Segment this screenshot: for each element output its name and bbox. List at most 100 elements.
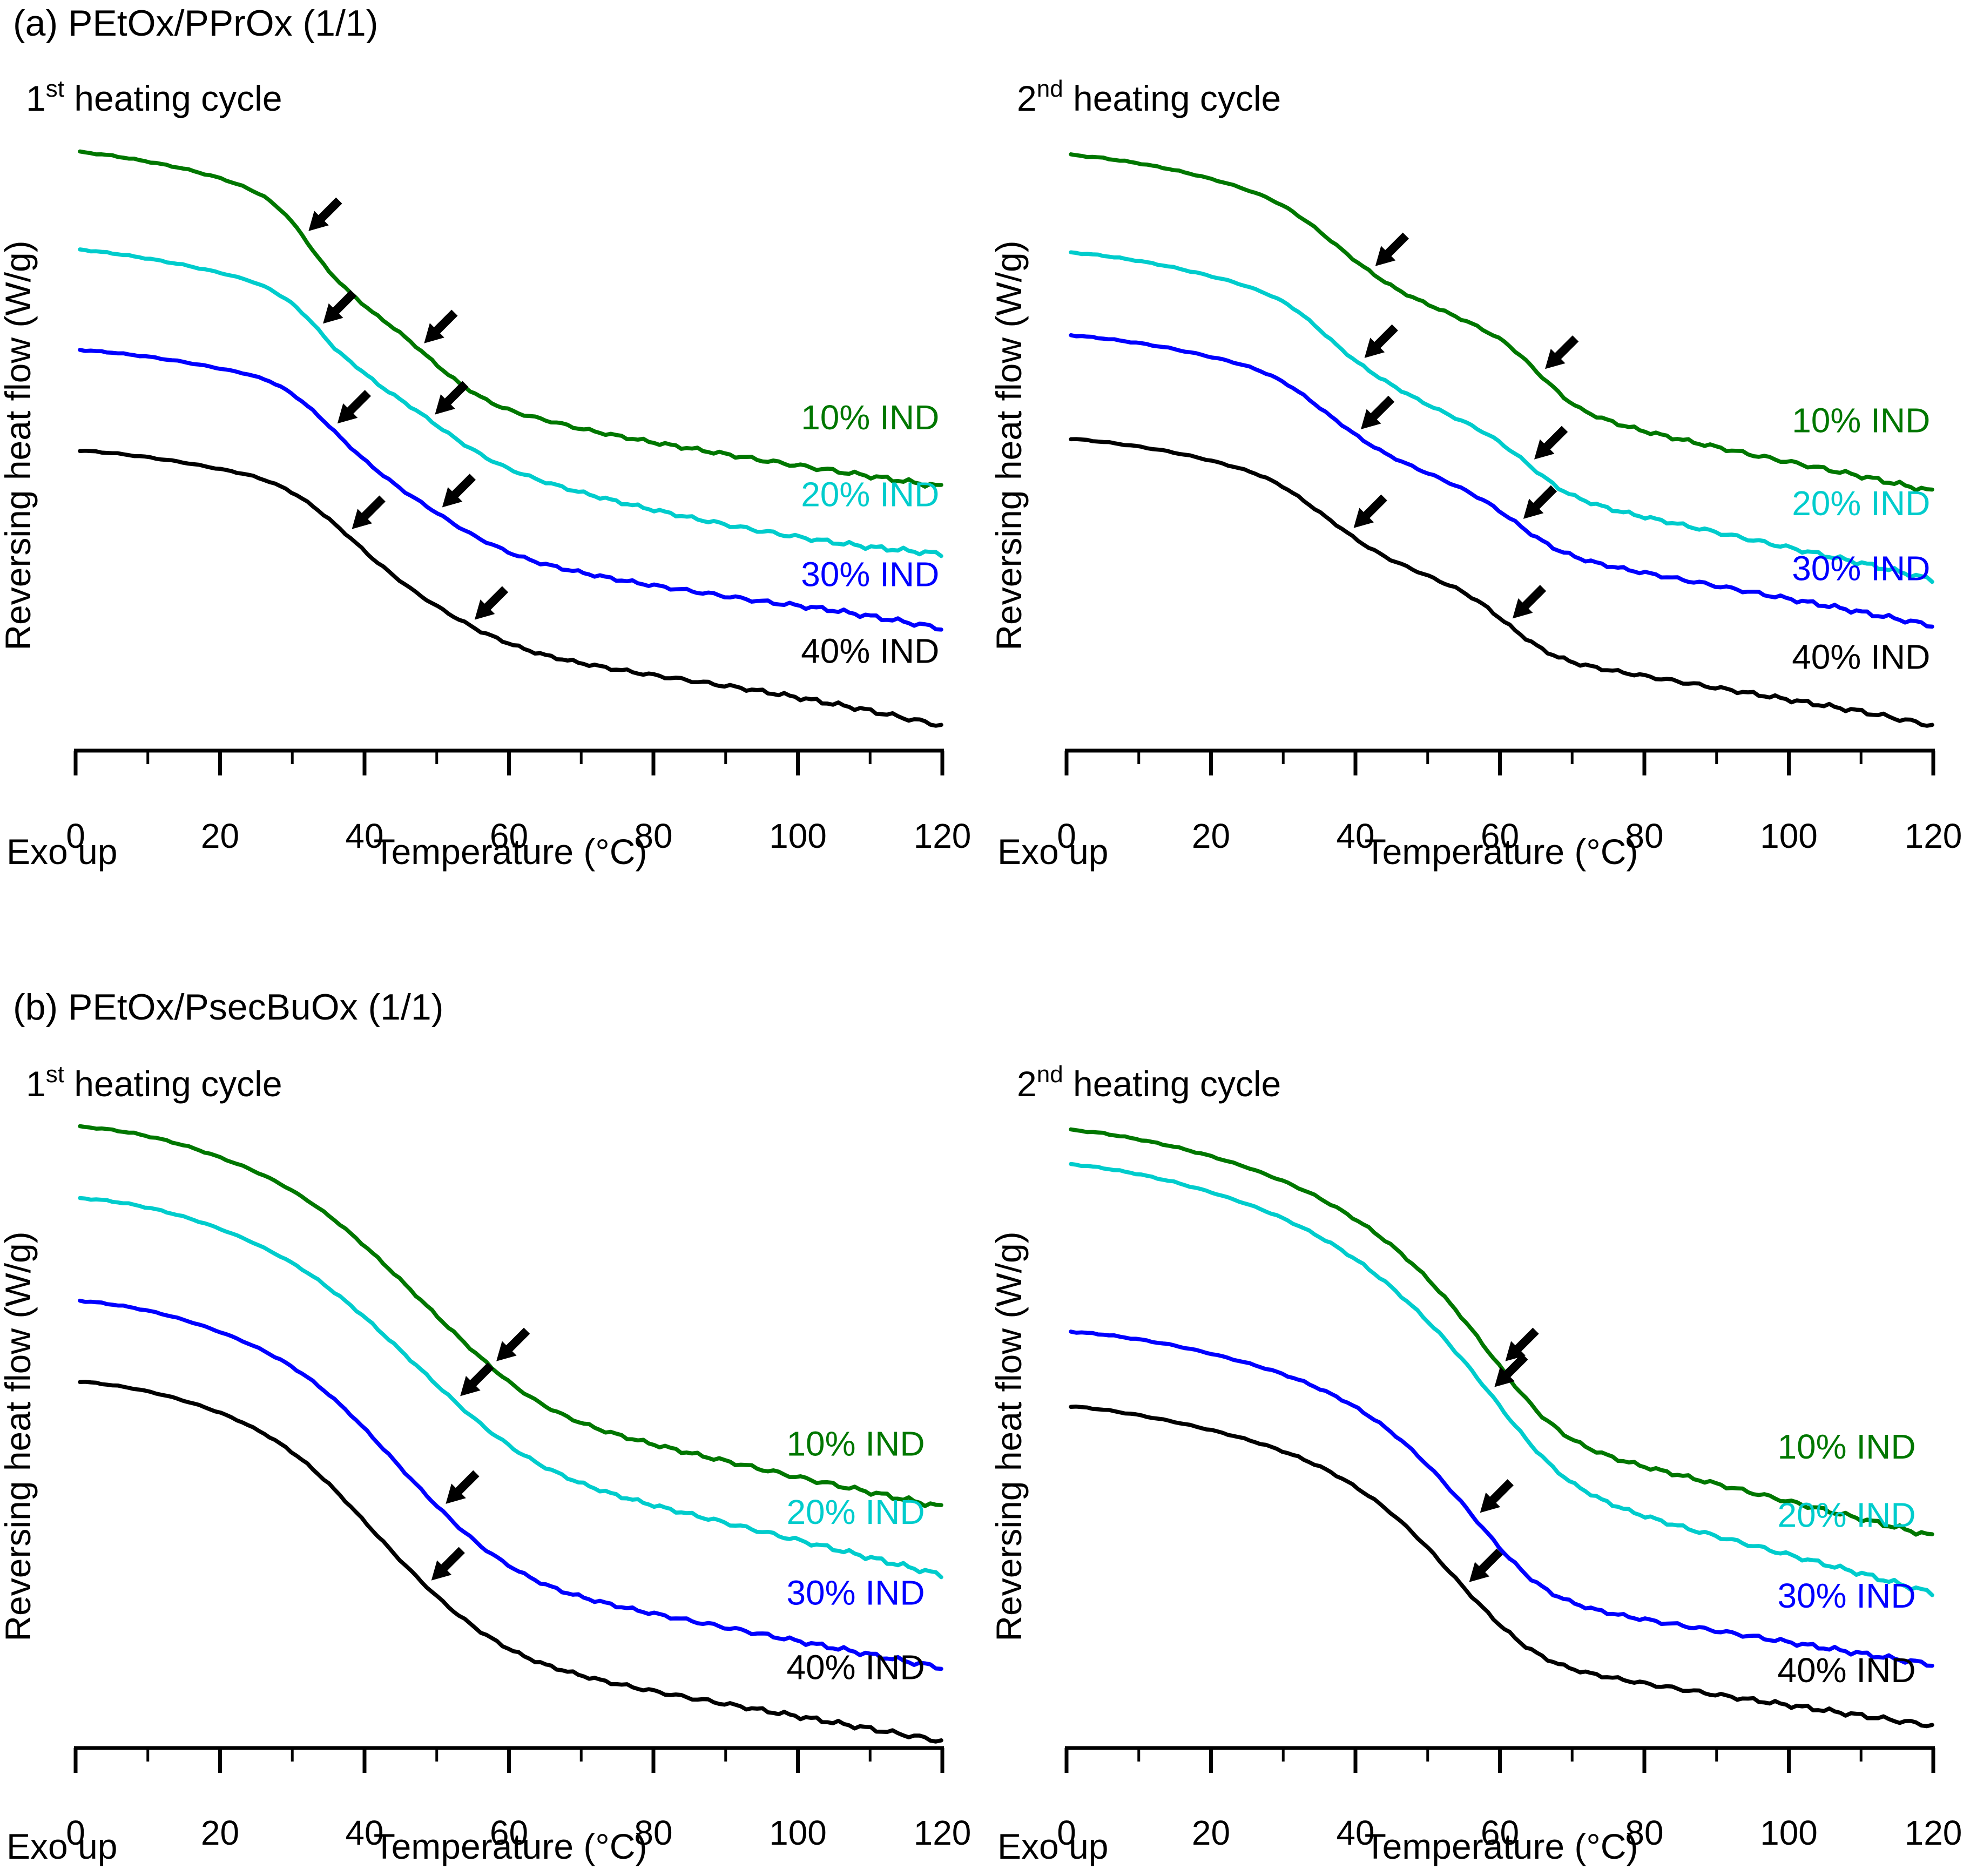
x-axis-label: Temperature (°C) [374,832,647,872]
y-axis-label: Reversing heat flow (W/g) [0,240,38,650]
x-tick-label: 80 [634,1813,672,1852]
x-tick-label: 80 [634,816,672,855]
series-label: 20% IND [1792,484,1930,523]
plot-a-first-heating: 1st heating cycle Reversing heat flow (W… [0,76,971,872]
series-label: 10% IND [801,398,939,437]
plot-subtitle: 2nd heating cycle [1017,76,1281,118]
x-axis: 0 20 40 60 80 100 120 [1057,1746,1962,1852]
x-tick-label: 120 [1905,816,1962,855]
transition-arrow-icon [1353,494,1387,528]
transition-arrow-icon [1361,395,1395,429]
curve-30-ind [1069,333,1934,629]
transition-arrow-icon [323,289,357,324]
x-tick-label: 40 [1336,1813,1374,1852]
panel-b-title: (b) PEtOx/PsecBuOx (1/1) [13,987,444,1028]
curves-layer: 10% IND 20% IND 30% IND 40% IND [1069,152,1934,728]
exo-up-label: Exo up [6,1826,117,1866]
plot-subtitle: 2nd heating cycle [1017,1061,1281,1104]
series-label: 40% IND [1792,638,1930,677]
curves-layer: 10% IND 20% IND 30% IND 40% IND [1069,1127,1934,1729]
y-axis-label: Reversing heat flow (W/g) [991,1231,1029,1641]
curve-20-ind [1069,1162,1934,1597]
x-tick-label: 0 [1057,1813,1076,1852]
x-tick-label: 0 [1057,816,1076,855]
transition-arrow-icon [352,495,386,529]
x-tick-label: 60 [490,816,528,855]
x-tick-label: 20 [201,816,239,855]
curve-10-ind [1069,152,1934,492]
series-label: 10% IND [1777,1427,1915,1466]
x-axis-label: Temperature (°C) [1365,832,1638,872]
x-tick-label: 100 [1760,816,1818,855]
x-tick-label: 80 [1625,816,1663,855]
x-tick-label: 40 [345,1813,383,1852]
transition-arrow-icon [474,586,509,620]
curve-30-ind [1069,1330,1934,1668]
plot-b-first-heating: 1st heating cycle Reversing heat flow (W… [0,1061,971,1866]
x-tick-label: 120 [1905,1813,1962,1852]
x-tick-label: 120 [914,1813,971,1852]
x-tick-label: 80 [1625,1813,1663,1852]
series-label: 20% IND [801,475,939,514]
transition-arrow-icon [424,309,458,343]
series-label: 30% IND [786,1573,925,1612]
transition-arrow-icon [496,1327,530,1361]
transition-arrow-icon [308,197,342,231]
x-tick-label: 0 [66,816,85,855]
series-label: 40% IND [786,1648,925,1686]
curve-20-ind [1069,250,1934,584]
x-tick-label: 120 [914,816,971,855]
curve-20-ind [78,1196,943,1580]
exo-up-label: Exo up [997,832,1108,872]
transition-arrow-icon [1505,1327,1539,1361]
curve-10-ind [78,1124,943,1508]
transition-arrow-icon [435,381,469,415]
curve-40-ind [78,448,943,728]
x-axis-label: Temperature (°C) [1365,1826,1638,1866]
transition-arrow-icon [460,1362,494,1396]
transition-arrow-icon [1534,426,1568,460]
series-label: 20% IND [1777,1496,1915,1535]
x-axis: 0 20 40 60 80 100 120 [66,1746,971,1852]
x-tick-label: 60 [1481,1813,1519,1852]
series-label: 30% IND [801,555,939,593]
series-label: 10% IND [1792,401,1930,440]
exo-up-label: Exo up [997,1826,1108,1866]
exo-up-label: Exo up [6,832,117,872]
plot-b-second-heating: 2nd heating cycle Reversing heat flow (W… [991,1061,1962,1866]
transition-arrow-icon [1512,585,1547,619]
x-axis: 0 20 40 60 80 100 120 [1057,748,1962,855]
y-axis-label: Reversing heat flow (W/g) [0,1231,38,1641]
series-label: 30% IND [1777,1576,1915,1615]
x-tick-label: 20 [201,1813,239,1852]
x-tick-label: 100 [1760,1813,1818,1852]
transition-arrow-icon [1480,1479,1514,1513]
x-tick-label: 40 [345,816,383,855]
x-axis-label: Temperature (°C) [374,1826,647,1866]
y-axis-label: Reversing heat flow (W/g) [991,240,1029,650]
curve-40-ind [78,1380,943,1744]
curve-40-ind [1069,437,1934,728]
series-label: 40% IND [801,632,939,671]
panel-a-title: (a) PEtOx/PPrOx (1/1) [13,3,379,44]
plot-subtitle: 1st heating cycle [26,1061,282,1104]
curves-layer: 10% IND 20% IND 30% IND 40% IND [78,149,943,728]
series-label: 40% IND [1777,1651,1915,1690]
transition-arrow-icon [1523,485,1557,519]
transition-arrow-icon [1364,324,1398,358]
transition-arrow-icon [446,1470,480,1504]
x-tick-label: 0 [66,1813,85,1852]
curve-10-ind [1069,1127,1934,1537]
transition-arrow-icon [431,1547,465,1581]
transition-arrow-icon [337,390,372,424]
curve-30-ind [78,348,943,632]
x-tick-label: 20 [1192,816,1230,855]
curves-layer: 10% IND 20% IND 30% IND 40% IND [78,1124,943,1744]
x-axis: 0 20 40 60 80 100 120 [66,748,971,855]
series-label: 20% IND [786,1493,925,1531]
plot-subtitle: 1st heating cycle [26,76,282,118]
x-tick-label: 100 [769,1813,827,1852]
transition-arrow-icon [1469,1548,1503,1582]
x-tick-label: 20 [1192,1813,1230,1852]
